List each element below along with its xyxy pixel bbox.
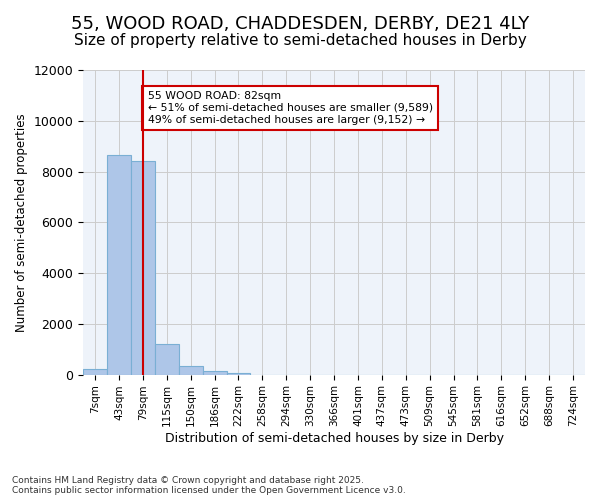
- Bar: [179, 366, 203, 374]
- Bar: [203, 372, 227, 374]
- Text: 55 WOOD ROAD: 82sqm
← 51% of semi-detached houses are smaller (9,589)
49% of sem: 55 WOOD ROAD: 82sqm ← 51% of semi-detach…: [148, 92, 433, 124]
- X-axis label: Distribution of semi-detached houses by size in Derby: Distribution of semi-detached houses by …: [164, 432, 503, 445]
- Bar: [131, 162, 155, 374]
- Bar: [83, 369, 107, 374]
- Y-axis label: Number of semi-detached properties: Number of semi-detached properties: [15, 113, 28, 332]
- Text: Size of property relative to semi-detached houses in Derby: Size of property relative to semi-detach…: [74, 32, 526, 48]
- Bar: [107, 155, 131, 374]
- Text: 55, WOOD ROAD, CHADDESDEN, DERBY, DE21 4LY: 55, WOOD ROAD, CHADDESDEN, DERBY, DE21 4…: [71, 15, 529, 33]
- Bar: [155, 344, 179, 374]
- Text: Contains HM Land Registry data © Crown copyright and database right 2025.
Contai: Contains HM Land Registry data © Crown c…: [12, 476, 406, 495]
